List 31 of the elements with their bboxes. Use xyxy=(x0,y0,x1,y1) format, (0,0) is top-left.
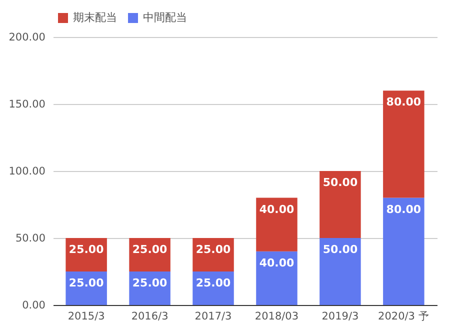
bar xyxy=(256,251,298,305)
bar xyxy=(256,198,298,252)
bar xyxy=(320,171,361,238)
x-tick-label: 2017/3 xyxy=(194,310,232,322)
data-label: 40.00 xyxy=(259,202,294,216)
x-tick-label: 2020/3 予 xyxy=(378,310,430,322)
data-label: 80.00 xyxy=(386,202,422,216)
data-label: 25.00 xyxy=(196,276,232,290)
data-label: 50.00 xyxy=(322,176,358,189)
x-tick-label: 2015/3 xyxy=(68,310,105,322)
data-label: 25.00 xyxy=(68,243,104,256)
data-label: 80.00 xyxy=(386,96,422,109)
bar xyxy=(320,238,361,305)
y-tick-label: 200.00 xyxy=(8,32,46,44)
data-label: 25.00 xyxy=(132,276,168,290)
bar xyxy=(383,90,424,198)
x-tick-label: 2019/3 xyxy=(322,310,359,322)
data-label: 25.00 xyxy=(196,243,232,256)
data-label: 50.00 xyxy=(322,243,358,256)
y-tick-label: 100.00 xyxy=(8,166,46,178)
y-tick-label: 150.00 xyxy=(8,98,46,110)
legend-label: 中間配当 xyxy=(143,11,187,24)
y-tick-label: 50.00 xyxy=(15,232,46,244)
data-label: 25.00 xyxy=(68,276,104,290)
x-tick-label: 2016/3 xyxy=(131,310,168,322)
data-label: 40.00 xyxy=(259,256,294,270)
x-tick-label: 2018/03 xyxy=(254,310,299,322)
legend-label: 期末配当 xyxy=(73,11,117,24)
data-label: 25.00 xyxy=(132,243,168,256)
y-tick-label: 0.00 xyxy=(22,300,46,312)
bar xyxy=(383,198,424,305)
